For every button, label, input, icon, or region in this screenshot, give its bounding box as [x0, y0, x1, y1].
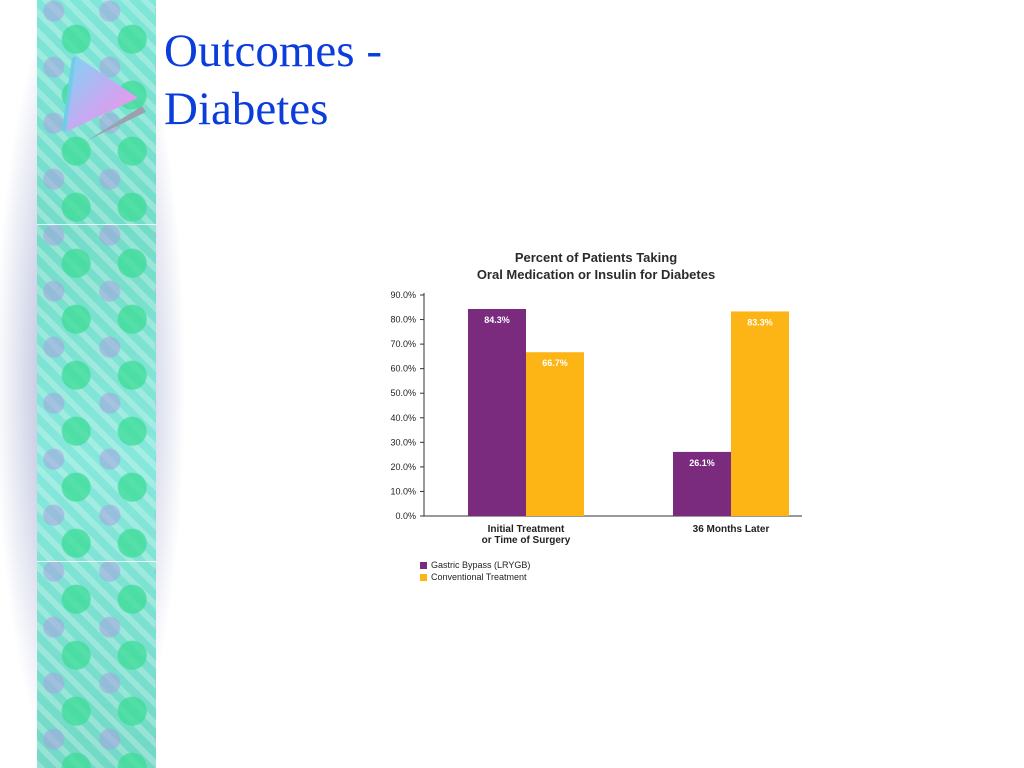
bar	[526, 352, 584, 516]
legend-item-conventional: Conventional Treatment	[420, 571, 530, 583]
y-tick-label: 30.0%	[390, 437, 416, 447]
y-tick-label: 10.0%	[390, 486, 416, 496]
slide-title: Outcomes - Diabetes	[164, 22, 382, 138]
legend-swatch	[420, 561, 427, 569]
legend-item-gastric: Gastric Bypass (LRYGB)	[420, 559, 530, 571]
strip-divider	[37, 561, 156, 562]
legend-label: Gastric Bypass (LRYGB)	[431, 560, 531, 570]
bar-value-label: 84.3%	[484, 315, 510, 325]
x-tick-label: Initial Treatment	[488, 524, 565, 535]
y-tick-label: 90.0%	[390, 290, 416, 300]
y-tick-label: 50.0%	[390, 388, 416, 398]
y-tick-label: 20.0%	[390, 462, 416, 472]
bar	[731, 311, 789, 516]
strip-divider	[37, 224, 156, 225]
chart-title: Percent of Patients Taking	[514, 250, 678, 265]
x-tick-label: 36 Months Later	[693, 524, 770, 535]
bar-value-label: 66.7%	[542, 358, 568, 368]
slide-title-line-2: Diabetes	[164, 83, 329, 135]
legend-swatch	[420, 573, 427, 581]
y-tick-label: 60.0%	[390, 364, 416, 374]
triangle-bullet-icon	[62, 56, 146, 140]
bar-chart: Percent of Patients Taking Oral Medicati…	[356, 244, 816, 589]
y-tick-label: 80.0%	[390, 315, 416, 325]
chart-legend: Gastric Bypass (LRYGB) Conventional Trea…	[420, 559, 530, 583]
x-tick-label: or Time of Surgery	[482, 535, 571, 546]
decorative-pattern-strip	[37, 0, 156, 768]
bar-value-label: 26.1%	[689, 458, 715, 468]
bar	[468, 308, 526, 516]
y-tick-label: 70.0%	[390, 339, 416, 349]
chart-plot: 0.0% 10.0% 20.0% 30.0% 40.0% 50.0% 60.0% 70.0% 8…	[390, 290, 802, 546]
y-tick-label: 40.0%	[390, 413, 416, 423]
y-tick-label: 0.0%	[395, 511, 416, 521]
legend-label: Conventional Treatment	[431, 572, 527, 582]
bar	[673, 451, 731, 516]
chart-subtitle: Oral Medication or Insulin for Diabetes	[476, 267, 716, 282]
slide-title-line-1: Outcomes -	[164, 25, 382, 77]
bar-value-label: 83.3%	[747, 317, 773, 327]
